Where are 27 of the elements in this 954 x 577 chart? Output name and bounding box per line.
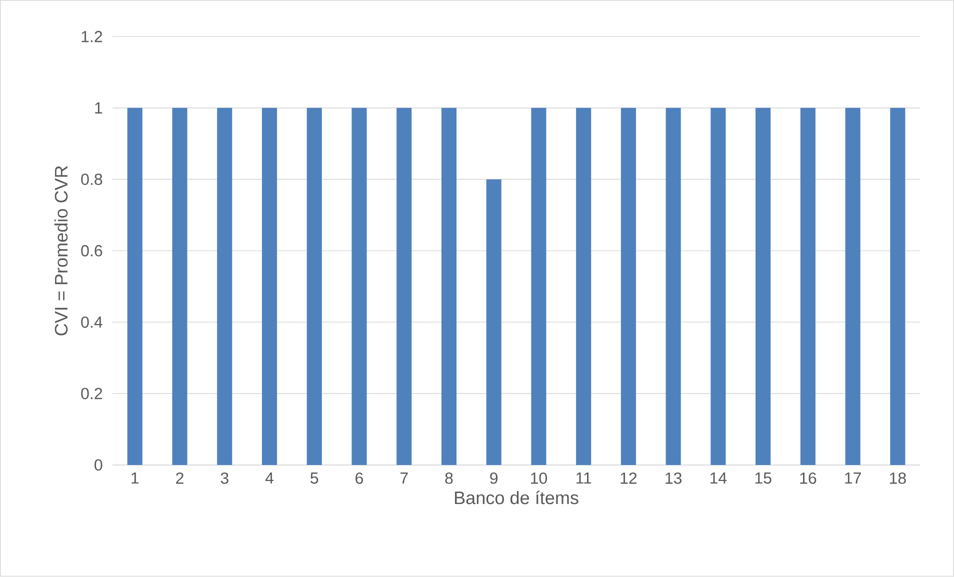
x-tick-label: 5 (310, 472, 318, 484)
x-tick-label: 7 (400, 472, 408, 484)
x-tick-label: 11 (576, 472, 592, 484)
y-tick-label: 0.8 (81, 174, 102, 186)
x-tick-label: 1 (132, 472, 139, 484)
y-tick-label: 0 (94, 459, 102, 471)
x-tick-label: 17 (845, 472, 861, 484)
x-tick-label: 12 (620, 472, 637, 484)
y-tick-label: 0.2 (81, 388, 102, 400)
x-tick-label: 6 (356, 472, 363, 484)
x-tick-label: 16 (800, 472, 816, 484)
x-tick-label: 15 (755, 472, 772, 484)
y-axis-title: CVI = Promedio CVR (54, 166, 68, 336)
x-tick-label: 13 (666, 472, 682, 484)
x-tick-label: 14 (710, 472, 727, 484)
x-tick-label: 8 (445, 472, 453, 484)
x-tick-label: 2 (176, 472, 184, 484)
y-tick-label: 0.4 (81, 316, 102, 328)
x-tick-label: 9 (490, 472, 498, 484)
x-tick-label: 18 (890, 472, 906, 484)
x-axis-title: Banco de ítems (455, 490, 578, 504)
x-tick-label: 3 (220, 472, 228, 484)
y-tick-label: 1 (95, 102, 102, 114)
x-tick-label: 4 (265, 472, 274, 484)
x-tick-label: 10 (531, 472, 547, 484)
y-tick-label: 1.2 (82, 31, 102, 42)
y-tick-label: 0.6 (81, 245, 102, 257)
